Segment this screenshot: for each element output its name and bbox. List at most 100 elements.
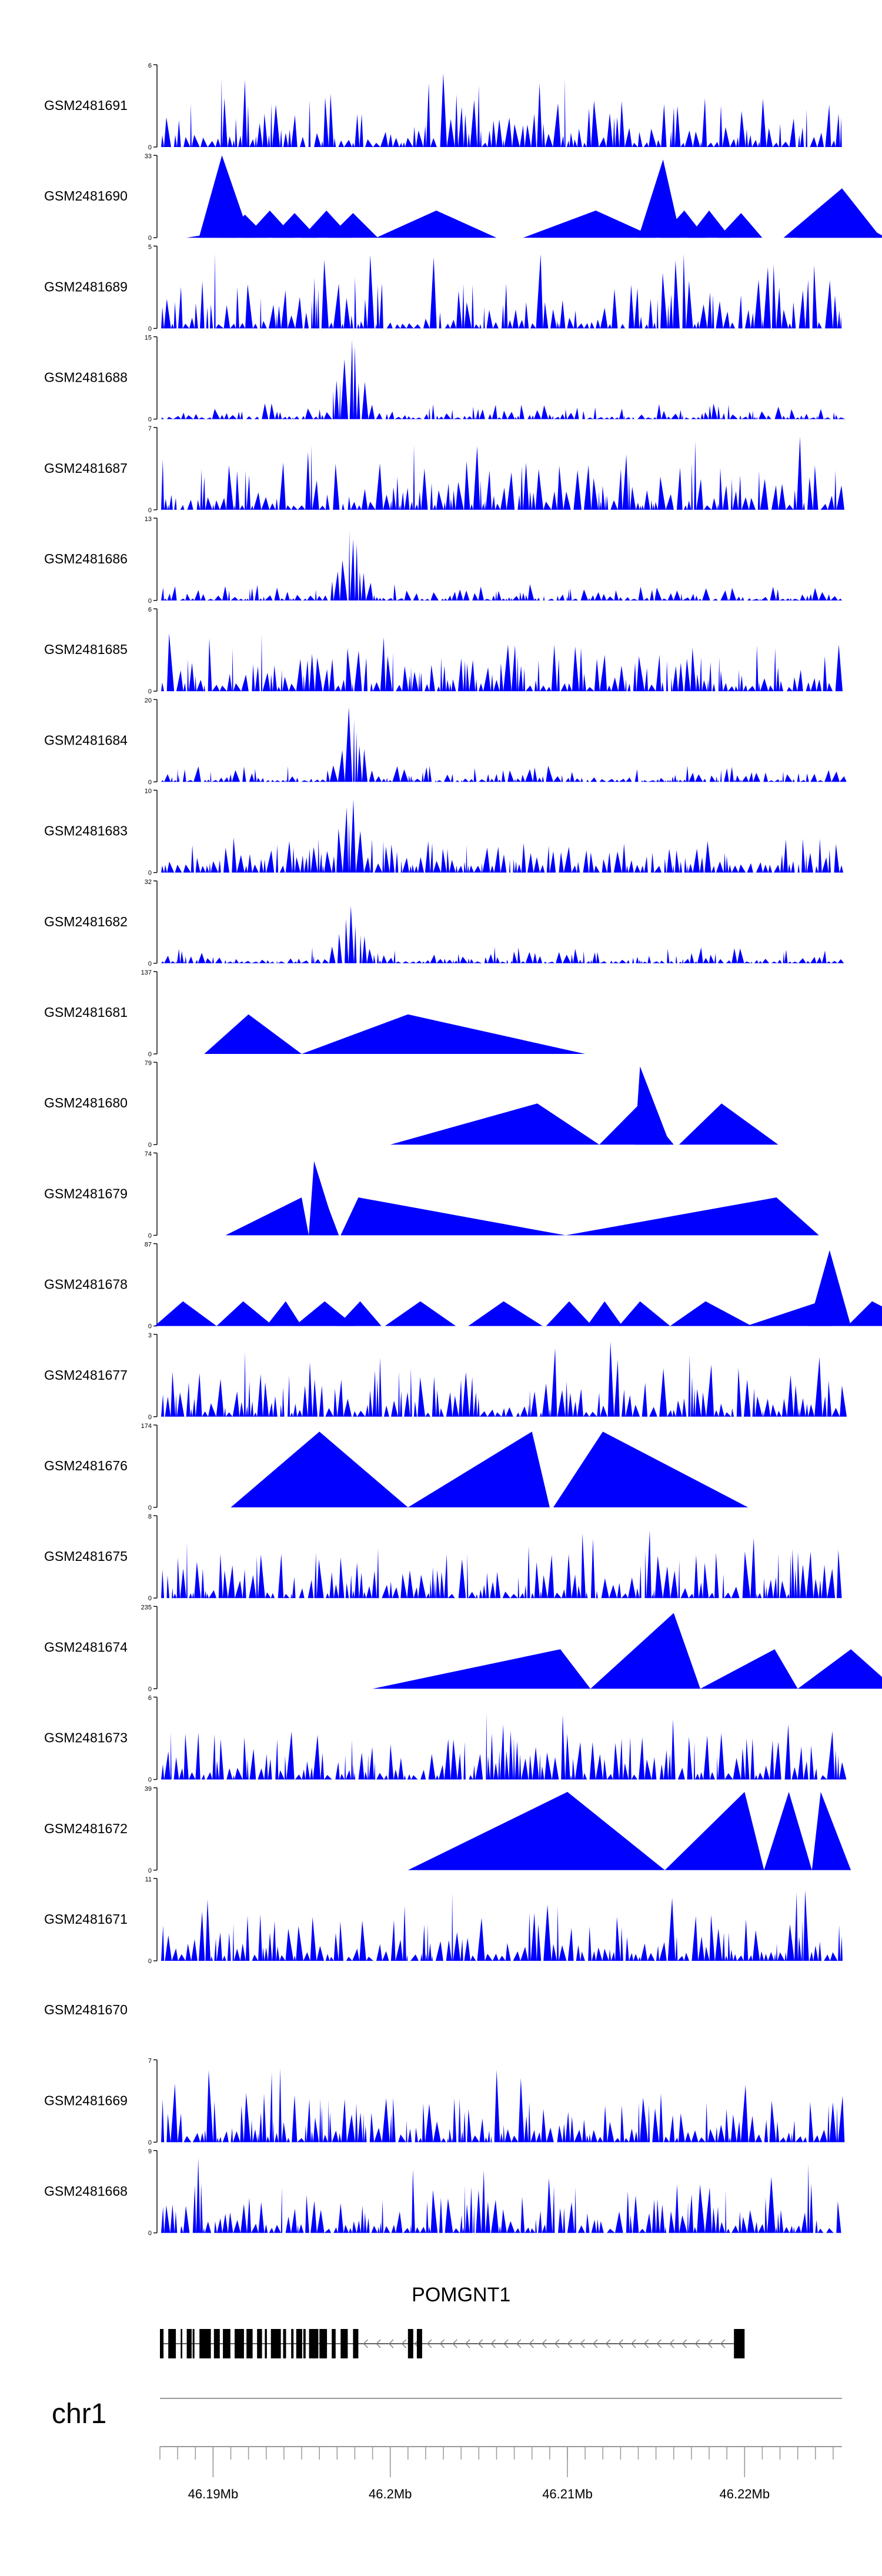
signal-peak [271,213,318,238]
strand-arrow [452,2339,457,2348]
signal-peak [546,1301,593,1326]
strand-arrow [363,2339,368,2348]
signal-peak [638,159,681,238]
y-zero-label: 0 [148,235,152,242]
signal-area [161,1712,847,1780]
signal-peak [155,1301,217,1326]
strand-arrow [427,2339,432,2348]
y-zero-label: 0 [148,960,152,967]
strand-arrow [605,2339,611,2348]
y-zero-label: 0 [148,2139,152,2146]
y-zero-label: 0 [148,2230,152,2237]
track-GSM2481689: GSM2481689 5 0 [44,243,842,332]
y-max-label: 74 [145,1150,152,1157]
exon [309,2329,319,2358]
y-zero-label: 0 [148,507,152,514]
exon [186,2329,192,2358]
signal-area [161,799,844,873]
y-zero-label: 0 [148,1323,152,1330]
track-label: GSM2481675 [44,1549,128,1564]
y-max-label: 13 [145,516,152,523]
signal-peak [811,1791,851,1870]
strand-arrow [567,2339,573,2348]
signal-peak [808,1250,851,1326]
track-label: GSM2481680 [44,1095,128,1110]
strand-arrow [720,2339,726,2348]
track-GSM2481690: GSM2481690 33 0 [44,153,882,242]
y-max-label: 39 [145,1786,152,1793]
signal-area [161,2068,845,2143]
strand-arrow [401,2339,407,2348]
y-max-label: 174 [141,1423,152,1430]
track-label: GSM2481669 [44,2093,128,2108]
track-label: GSM2481689 [44,279,128,294]
track-GSM2481676: GSM2481676 174 0 [44,1423,749,1511]
strand-arrow [388,2339,394,2348]
y-zero-label: 0 [148,1595,152,1602]
y-zero-label: 0 [148,1777,152,1784]
signal-peak [225,1197,309,1236]
track-label: GSM2481673 [44,1730,128,1746]
y-zero-label: 0 [148,598,152,605]
y-max-label: 87 [145,1242,152,1249]
y-max-label: 6 [148,606,152,613]
signal-peak [372,1649,591,1689]
track-GSM2481681: GSM2481681 137 0 [44,969,586,1058]
y-max-label: 33 [145,153,152,160]
y-zero-label: 0 [148,144,152,151]
track-label: GSM2481668 [44,2184,128,2199]
exon [168,2329,176,2358]
signal-peak [587,1301,623,1326]
signal-peak [679,1103,779,1145]
y-zero-label: 0 [148,1142,152,1149]
y-zero-label: 0 [148,870,152,877]
signal-profile [161,707,847,782]
signal-tracks: GSM248169160GSM2481690330GSM248168950GSM… [44,62,882,2237]
track-GSM2481679: GSM2481679 74 0 [44,1150,819,1239]
signal-peak [700,1649,798,1689]
signal-profile [161,436,844,510]
signal-profile [161,1712,847,1780]
track-label: GSM2481674 [44,1639,128,1654]
exon [291,2329,294,2358]
signal-area [161,633,843,692]
signal-peak [340,1197,566,1236]
strand-arrow [618,2339,623,2348]
track-label: GSM2481688 [44,370,128,385]
signal-peak [204,1014,302,1054]
signal-area [390,1066,779,1145]
track-GSM2481669: GSM2481669 7 0 [44,2057,845,2146]
strand-arrow [542,2339,547,2348]
signal-peak [328,213,378,238]
y-max-label: 6 [148,1695,152,1702]
signal-peak [634,1066,670,1145]
signal-peak [266,1301,302,1326]
y-max-label: 20 [145,697,152,704]
track-label: GSM2481690 [44,188,128,203]
signal-area [204,1014,586,1054]
signal-peak [337,1301,382,1326]
signal-peak [468,1301,543,1326]
signal-peak [566,1197,819,1236]
signal-peak [230,1432,408,1507]
track-label: GSM2481684 [44,732,128,748]
track-GSM2481673: GSM2481673 6 0 [44,1695,847,1784]
y-zero-label: 0 [148,1051,152,1058]
signal-area [161,1342,847,1417]
signal-profile [161,73,842,147]
exon [353,2329,359,2358]
strand-arrow [503,2339,509,2348]
signal-profile [161,633,843,692]
track-label: GSM2481683 [44,823,128,839]
track-label: GSM2481672 [44,1821,128,1836]
signal-profile [161,1530,842,1599]
strand-arrow [465,2339,470,2348]
signal-peak [390,1103,600,1145]
track-GSM2481672: GSM2481672 39 0 [44,1786,851,1874]
y-max-label: 6 [148,62,152,69]
signal-peak [590,1613,700,1689]
gene-track: POMGNT1 [160,2284,745,2358]
y-max-label: 8 [148,1513,152,1520]
track-label: GSM2481682 [44,914,128,929]
